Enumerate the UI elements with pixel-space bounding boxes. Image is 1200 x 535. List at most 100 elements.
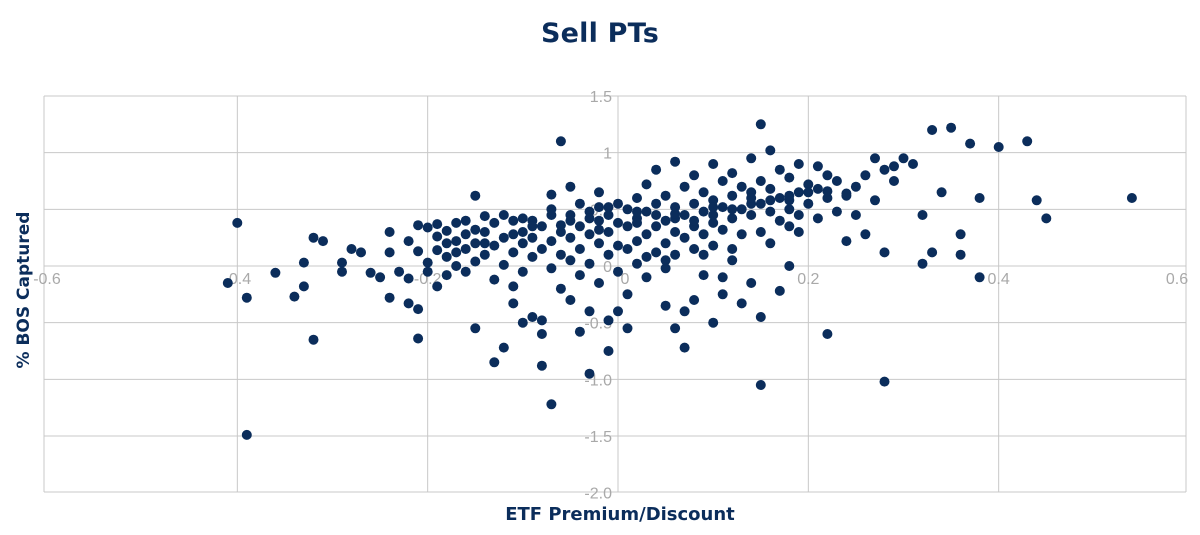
data-point: [432, 231, 443, 242]
data-point: [651, 198, 662, 209]
data-point: [422, 257, 433, 268]
data-point: [698, 249, 709, 260]
data-point: [765, 206, 776, 217]
data-point: [594, 238, 604, 249]
data-points: [222, 119, 1137, 440]
data-point: [527, 312, 538, 322]
x-tick-label: 0.2: [797, 271, 819, 288]
data-point: [384, 227, 395, 237]
data-point: [717, 289, 728, 300]
data-point: [955, 229, 966, 240]
data-point: [479, 211, 490, 222]
data-point: [613, 240, 623, 251]
data-point: [508, 229, 519, 240]
data-point: [632, 258, 642, 269]
data-point: [441, 238, 452, 249]
data-point: [470, 190, 481, 201]
data-point: [565, 215, 576, 226]
data-point: [1041, 213, 1052, 224]
data-point: [403, 236, 414, 247]
data-point: [470, 224, 481, 235]
data-point: [574, 270, 585, 281]
y-tick-label: -2.0: [584, 486, 612, 503]
data-point: [660, 238, 671, 249]
data-point: [384, 292, 395, 303]
x-tick-label: 0.6: [1166, 271, 1188, 288]
data-point: [298, 281, 309, 292]
data-point: [594, 215, 604, 226]
data-point: [413, 246, 424, 257]
data-point: [727, 204, 738, 215]
data-point: [746, 193, 757, 203]
data-point: [613, 198, 623, 209]
data-point: [517, 266, 528, 277]
data-point: [670, 249, 681, 260]
data-point: [879, 376, 890, 387]
data-point: [517, 317, 528, 328]
data-point: [870, 195, 880, 206]
data-point: [736, 229, 747, 240]
data-point: [584, 306, 595, 317]
data-point: [632, 236, 642, 247]
data-point: [793, 187, 804, 198]
data-point: [689, 198, 700, 209]
data-point: [698, 270, 709, 281]
data-point: [765, 195, 776, 206]
data-point: [860, 170, 871, 181]
data-point: [717, 224, 728, 235]
tick-labels: -0.6-0.4-0.200.20.40.61.510.50-0.5-1.0-1…: [33, 89, 1188, 503]
data-point: [403, 273, 414, 284]
data-point: [727, 168, 738, 179]
data-point: [536, 360, 547, 371]
data-point: [736, 181, 747, 192]
data-point: [613, 217, 623, 228]
data-point: [222, 278, 233, 288]
data-point: [784, 221, 795, 232]
data-point: [774, 285, 785, 296]
data-point: [498, 210, 509, 220]
data-point: [470, 238, 481, 249]
data-point: [337, 266, 347, 277]
x-tick-label: 0.4: [988, 271, 1010, 288]
data-point: [603, 315, 614, 326]
data-point: [517, 227, 528, 237]
data-point: [394, 266, 405, 277]
data-point: [850, 210, 861, 220]
data-point: [774, 193, 785, 203]
data-point: [508, 298, 519, 309]
data-point: [736, 298, 747, 309]
data-point: [765, 183, 776, 194]
data-point: [422, 222, 433, 233]
data-point: [965, 138, 976, 149]
data-point: [337, 257, 347, 268]
data-point: [917, 258, 928, 269]
data-point: [441, 270, 452, 281]
data-point: [689, 215, 700, 226]
data-point: [679, 306, 690, 317]
data-point: [736, 204, 747, 215]
data-point: [1022, 136, 1033, 147]
data-point: [746, 210, 757, 220]
data-point: [717, 176, 728, 186]
data-point: [460, 266, 471, 277]
data-point: [632, 217, 642, 228]
data-point: [346, 244, 357, 254]
data-point: [451, 261, 462, 271]
data-point: [755, 380, 766, 390]
data-point: [803, 187, 814, 198]
data-point: [594, 187, 604, 198]
data-point: [432, 281, 443, 292]
data-point: [584, 368, 595, 379]
data-point: [708, 159, 719, 169]
data-point: [831, 206, 842, 217]
data-point: [641, 179, 652, 190]
data-point: [241, 429, 252, 440]
data-point: [727, 255, 738, 266]
data-point: [613, 306, 623, 317]
data-point: [784, 261, 795, 271]
data-point: [850, 181, 861, 192]
data-point: [784, 190, 795, 201]
data-point: [546, 263, 557, 274]
data-point: [289, 291, 300, 302]
